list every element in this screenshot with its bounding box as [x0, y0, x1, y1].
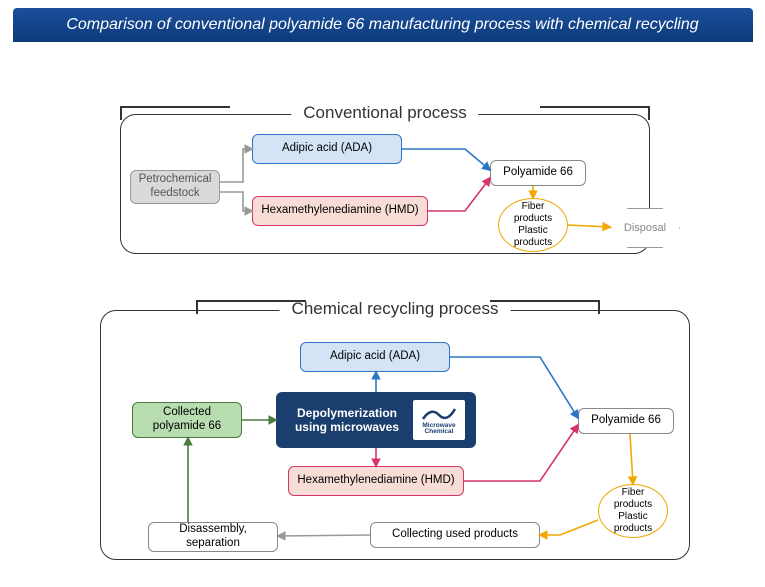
microwave-chemical-logo: Microwave Chemical [413, 400, 465, 440]
node-collecting: Collecting used products [370, 522, 540, 548]
panel1-tick-right [540, 106, 650, 120]
node-pa66-1: Polyamide 66 [490, 160, 586, 186]
depoly-label: Depolymerization using microwaves [287, 406, 407, 435]
node-products-2: Fiber products Plastic products [598, 484, 668, 538]
diagram-stage: Conventional process Petrochemical feeds… [0, 42, 765, 562]
node-collected: Collected polyamide 66 [132, 402, 242, 438]
panel-recycling-title: Chemical recycling process [280, 299, 511, 319]
title-banner: Comparison of conventional polyamide 66 … [13, 8, 753, 42]
panel2-tick-right [490, 300, 600, 314]
node-products-1: Fiber products Plastic products [498, 198, 568, 252]
node-disassembly: Disassembly, separation [148, 522, 278, 552]
node-feedstock: Petrochemical feedstock [130, 170, 220, 204]
panel1-tick-left [120, 106, 230, 120]
node-disposal: Disposal [610, 208, 680, 248]
node-hmd-1: Hexamethylenediamine (HMD) [252, 196, 428, 226]
node-depoly: Depolymerization using microwaves Microw… [276, 392, 476, 448]
node-pa66-2: Polyamide 66 [578, 408, 674, 434]
node-ada-1: Adipic acid (ADA) [252, 134, 402, 164]
panel-conventional-title: Conventional process [291, 103, 478, 123]
panel2-tick-left [196, 300, 306, 314]
node-ada-2: Adipic acid (ADA) [300, 342, 450, 372]
node-hmd-2: Hexamethylenediamine (HMD) [288, 466, 464, 496]
